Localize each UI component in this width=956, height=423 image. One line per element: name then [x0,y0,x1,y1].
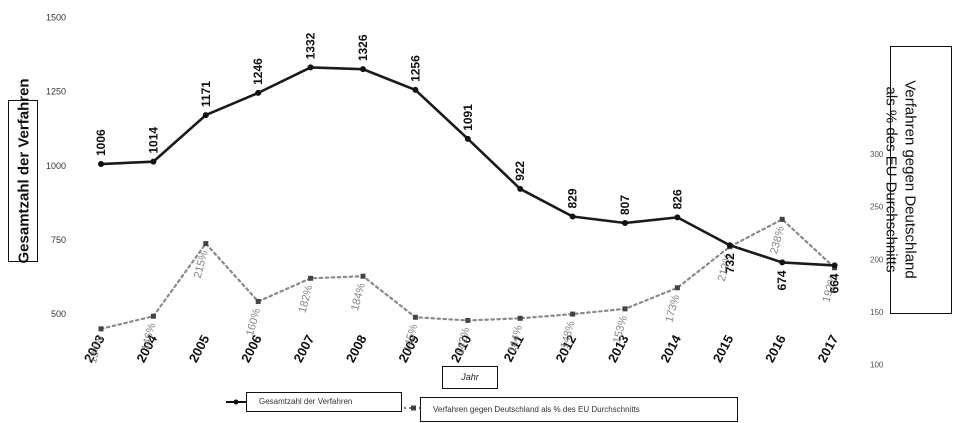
data-label-dotted: 160% [244,307,263,337]
right-axis-title-box: Verfahren gegen Deutschland als % des EU… [883,46,952,314]
data-point-solid [464,135,471,142]
data-point-solid [674,214,681,221]
data-label-solid: 1326 [356,34,370,61]
data-point-dotted [570,311,576,317]
data-label-solid: 732 [723,253,737,273]
right-axis-title-line-2: als % des EU-Durchschnitts [882,86,900,273]
data-point-solid [360,66,366,73]
data-label-solid: 1006 [94,129,108,156]
legend-entry-solid: Gesamtzahl der Verfahren [246,392,402,412]
left-axis-title: Gesamtzahl der Verfahren [15,78,33,264]
series-layer: 134% 146%215%160%182% 184%145% 142% 144% 148%… [87,32,842,364]
data-label-solid: 664 [828,273,842,293]
x-axis-title-box: Jahr [442,366,498,389]
data-point-solid [202,112,209,119]
legend-entry-dotted: Verfahren gegen Deutschland als % des EU… [420,397,738,422]
x-tick-label: 2015 [710,332,737,365]
right-tick-label: 250 [870,203,884,212]
data-point-dotted [517,315,523,321]
data-point-solid [412,86,419,93]
right-tick-label: 100 [870,361,884,370]
data-point-dotted [255,298,261,304]
data-label-dotted: 173% [663,293,682,323]
data-point-dotted [412,314,418,320]
left-tick-label: 750 [51,235,66,245]
left-tick-label: 1000 [46,161,66,171]
data-label-solid: 674 [775,270,789,290]
right-axis-title-line-1: Verfahren gegen Deutschland [901,80,919,279]
legend-marker-dotted [411,405,416,411]
x-tick-label: 2016 [762,332,789,365]
data-label-solid: 807 [618,195,632,215]
right-tick-label: 200 [870,255,884,264]
data-label-solid: 922 [513,161,527,181]
data-label-solid: 1014 [146,127,160,154]
data-point-solid [150,158,157,165]
data-point-dotted [465,317,471,323]
x-tick-label: 2007 [290,332,317,365]
data-point-dotted [308,275,314,281]
legend-label-solid: Gesamtzahl der Verfahren [259,397,353,406]
data-label-dotted: 238% [768,225,787,255]
data-label-solid: 826 [670,189,684,209]
data-label-solid: 1332 [304,32,318,59]
right-axis-ticks: 100 150 200 250 300 [870,150,884,370]
data-point-dotted [98,326,104,332]
data-label-solid: 1246 [251,58,265,85]
left-tick-label: 500 [51,309,66,319]
data-label-solid: 1091 [461,104,475,131]
data-point-solid [622,220,628,227]
legend-label-dotted: Verfahren gegen Deutschland als % des EU… [433,405,640,414]
data-point-dotted [360,273,366,279]
x-tick-label: 2014 [657,332,684,365]
left-axis-title-box: Gesamtzahl der Verfahren [8,78,38,264]
data-point-dotted [674,285,680,291]
data-point-solid [726,242,733,249]
legend-marker-solid [233,399,239,405]
left-tick-label: 1500 [46,13,66,23]
data-label-dotted: 184% [349,282,368,312]
x-tick-label: 2005 [186,332,213,365]
x-tick-label: 2017 [814,332,841,365]
data-point-solid [98,161,104,168]
data-label-solid: 829 [566,188,580,208]
data-label-dotted: 182% [297,284,316,314]
data-point-dotted [622,306,628,312]
data-point-solid [569,213,576,220]
data-point-solid [517,185,524,192]
data-point-dotted [779,216,785,222]
data-point-solid [307,64,314,71]
data-point-dotted [203,241,209,247]
data-label-solid: 1171 [199,81,213,107]
data-label-solid: 1256 [408,55,422,82]
x-tick-label: 2008 [343,332,370,365]
x-axis-title: Jahr [461,372,479,382]
left-axis-ticks: 500 750 1000 1250 1500 [46,13,66,319]
data-point-solid [831,262,838,269]
data-point-solid [779,259,786,266]
data-point-solid [255,89,262,96]
data-point-dotted [150,313,156,319]
left-tick-label: 1250 [46,87,66,97]
right-tick-label: 150 [870,308,884,317]
data-label-dotted: 215% [192,249,211,279]
right-tick-label: 300 [870,150,884,159]
